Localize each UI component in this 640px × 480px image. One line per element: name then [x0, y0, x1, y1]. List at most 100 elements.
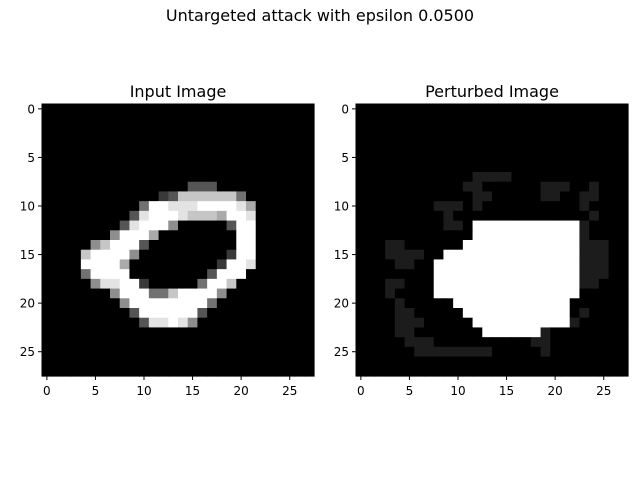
pixel-cell	[207, 191, 218, 202]
pixel-cell	[42, 191, 53, 202]
pixel-cell	[110, 210, 121, 222]
pixel-cell	[453, 172, 464, 183]
pixel-cell	[90, 230, 101, 241]
pixel-cell	[365, 210, 377, 222]
pixel-cell	[71, 240, 82, 251]
pixel-cell	[569, 308, 581, 319]
pixel-cell	[148, 327, 160, 338]
pixel-cell	[404, 317, 415, 329]
pixel-cell	[608, 181, 619, 193]
pixel-cell	[501, 249, 513, 261]
pixel-cell	[365, 269, 377, 280]
pixel-cell	[618, 366, 629, 377]
pixel-cell	[356, 278, 367, 290]
pixel-cell	[501, 308, 513, 319]
y-tick-label: 25	[334, 345, 349, 359]
pixel-cell	[246, 327, 257, 338]
pixel-cell	[216, 133, 228, 144]
pixel-cell	[246, 142, 257, 154]
pixel-cell	[521, 298, 532, 309]
pixel-cell	[110, 356, 121, 367]
pixel-cell	[530, 366, 542, 377]
pixel-cell	[608, 346, 619, 358]
pixel-cell	[589, 123, 600, 134]
pixel-cell	[226, 113, 237, 125]
pixel-cell	[275, 133, 286, 144]
pixel-cell	[187, 288, 199, 299]
pixel-cell	[530, 142, 542, 154]
pixel-cell	[119, 308, 131, 319]
pixel-cell	[158, 366, 169, 377]
pixel-cell	[501, 346, 513, 358]
pixel-cell	[61, 104, 72, 115]
pixel-cell	[139, 327, 150, 338]
pixel-cell	[119, 152, 131, 163]
pixel-cell	[42, 317, 53, 329]
pixel-cell	[530, 308, 542, 319]
pixel-cell	[560, 308, 571, 319]
x-tick-label: 15	[185, 384, 200, 398]
pixel-cell	[71, 259, 82, 270]
pixel-cell	[197, 113, 208, 125]
pixel-cell	[433, 201, 445, 212]
pixel-cell	[589, 259, 600, 270]
pixel-cell	[482, 240, 493, 251]
pixel-cell	[356, 337, 367, 348]
pixel-cell	[226, 181, 237, 193]
pixel-cell	[414, 278, 425, 290]
pixel-cell	[236, 346, 247, 358]
pixel-cell	[414, 346, 425, 358]
pixel-cell	[61, 298, 72, 309]
pixel-cell	[51, 172, 63, 183]
pixel-cell	[375, 240, 386, 251]
pixel-cell	[521, 142, 532, 154]
pixel-cell	[453, 346, 464, 358]
pixel-cell	[404, 308, 415, 319]
pixel-cell	[404, 337, 415, 348]
pixel-cell	[618, 346, 629, 358]
pixel-cell	[255, 104, 267, 115]
pixel-cell	[579, 298, 590, 309]
pixel-cell	[482, 356, 493, 367]
pixel-cell	[80, 288, 92, 299]
pixel-cell	[443, 317, 454, 329]
pixel-cell	[472, 240, 483, 251]
pixel-cell	[608, 240, 619, 251]
pixel-cell	[375, 210, 386, 222]
pixel-cell	[608, 317, 619, 329]
pixel-cell	[119, 317, 131, 329]
pixel-cell	[129, 346, 140, 358]
pixel-cell	[550, 288, 561, 299]
pixel-cell	[71, 133, 82, 144]
pixel-cell	[414, 172, 425, 183]
pixel-cell	[265, 346, 276, 358]
pixel-cell	[589, 152, 600, 163]
pixel-cell	[560, 259, 571, 270]
pixel-cell	[139, 308, 150, 319]
pixel-cell	[365, 123, 377, 134]
pixel-cell	[71, 249, 82, 261]
pixel-cell	[80, 356, 92, 367]
pixel-cell	[598, 152, 610, 163]
pixel-cell	[148, 172, 160, 183]
pixel-cell	[511, 240, 522, 251]
pixel-cell	[216, 366, 228, 377]
pixel-cell	[433, 181, 445, 193]
pixel-cell	[433, 269, 445, 280]
pixel-cell	[294, 249, 305, 261]
pixel-cell	[492, 181, 503, 193]
pixel-cell	[394, 288, 406, 299]
pixel-cell	[304, 337, 315, 348]
pixel-cell	[294, 142, 305, 154]
pixel-cell	[148, 346, 160, 358]
pixel-cell	[294, 123, 305, 134]
pixel-cell	[365, 278, 377, 290]
pixel-cell	[433, 356, 445, 367]
pixel-cell	[608, 191, 619, 202]
y-tick-label: 20	[334, 297, 349, 311]
pixel-cell	[511, 201, 522, 212]
x-tick-label: 0	[357, 384, 365, 398]
pixel-cell	[404, 278, 415, 290]
pixel-cell	[424, 123, 435, 134]
pixel-cell	[550, 308, 561, 319]
